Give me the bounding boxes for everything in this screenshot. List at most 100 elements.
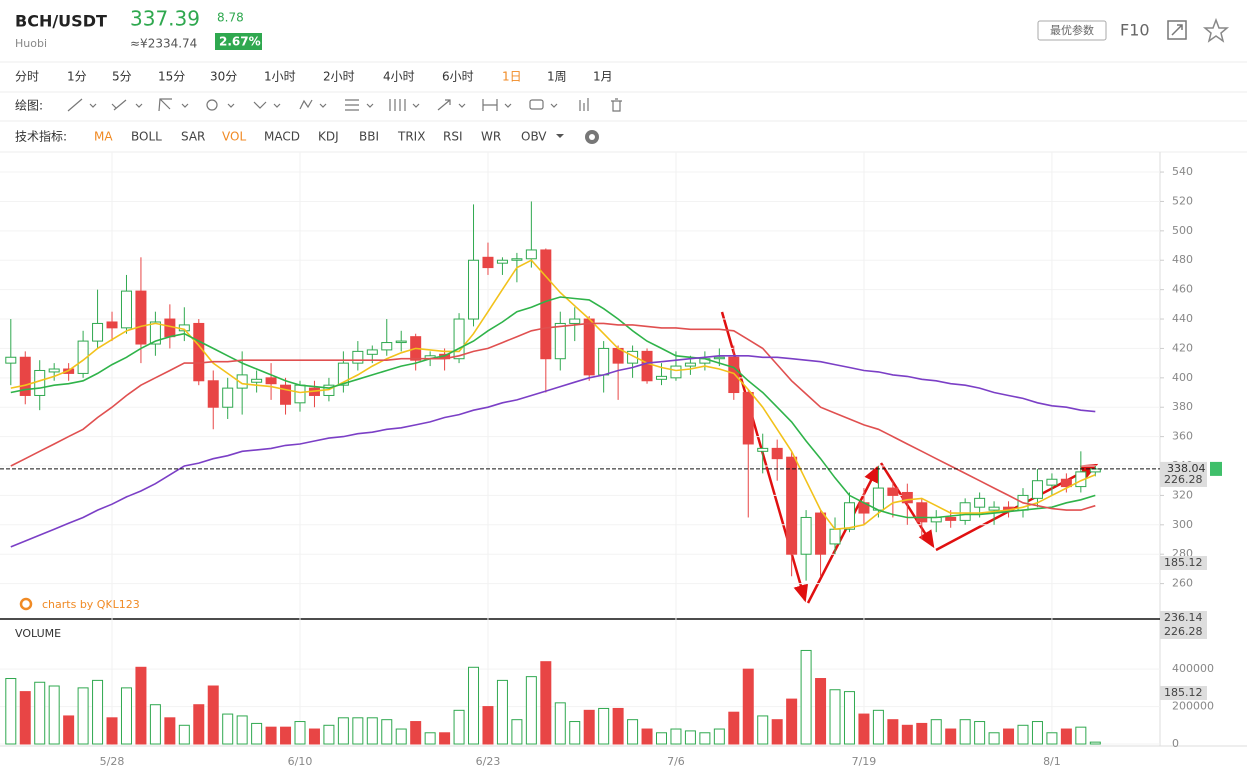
interval-tab[interactable]: 30分 bbox=[210, 70, 237, 84]
volume-bar bbox=[410, 721, 422, 745]
interval-tab[interactable]: 分时 bbox=[15, 70, 39, 84]
ma-line bbox=[10, 296, 1096, 519]
exchange: Huobi bbox=[15, 37, 47, 50]
volume-bar bbox=[554, 702, 566, 745]
volume-bar bbox=[207, 685, 219, 745]
indicator-tab[interactable]: BBI bbox=[359, 130, 379, 144]
indicator-tab[interactable]: MACD bbox=[264, 130, 300, 144]
indicator-tab[interactable]: WR bbox=[481, 130, 501, 144]
params-label[interactable]: 最优参数 bbox=[1050, 23, 1094, 37]
candle-body bbox=[583, 318, 595, 376]
indicator-tab[interactable]: OBV bbox=[521, 130, 547, 144]
watermark: charts by QKL123 bbox=[42, 598, 140, 611]
y-tick-label: 440 bbox=[1172, 312, 1193, 325]
candle-body bbox=[786, 456, 798, 555]
fullscreen-icon[interactable] bbox=[1167, 20, 1187, 40]
volume-bar bbox=[63, 715, 75, 745]
settings-icon[interactable] bbox=[585, 130, 599, 144]
more-caret[interactable] bbox=[556, 134, 564, 138]
candle-body bbox=[656, 375, 667, 380]
candle-body bbox=[742, 392, 754, 445]
interval-tab[interactable]: 5分 bbox=[112, 70, 132, 84]
candle-body bbox=[757, 447, 769, 452]
candle-body bbox=[959, 502, 971, 521]
volume-bar bbox=[106, 717, 118, 745]
volume-bar bbox=[5, 678, 17, 745]
candle-body bbox=[843, 502, 855, 530]
candle-body bbox=[627, 350, 639, 364]
indicator-tab[interactable]: SAR bbox=[181, 130, 205, 144]
volume-bar bbox=[265, 726, 277, 745]
candle-body bbox=[916, 502, 928, 523]
volume-bar bbox=[337, 717, 349, 745]
volume-bar bbox=[786, 698, 798, 745]
interval-tab[interactable]: 1日 bbox=[502, 70, 522, 84]
candle-body bbox=[482, 256, 494, 269]
volume-bar bbox=[308, 728, 320, 745]
y-tick-label: 500 bbox=[1172, 224, 1193, 237]
volume-bar bbox=[959, 719, 971, 745]
volume-bar bbox=[1089, 741, 1101, 745]
x-tick-label: 6/23 bbox=[476, 755, 501, 768]
draw-tools[interactable] bbox=[67, 98, 622, 112]
x-tick-label: 5/28 bbox=[100, 755, 125, 768]
interval-tab[interactable]: 1分 bbox=[67, 70, 87, 84]
volume-bar bbox=[222, 713, 234, 745]
interval-tab[interactable]: 15分 bbox=[158, 70, 185, 84]
x-tick-label: 7/19 bbox=[852, 755, 877, 768]
indicator-tab[interactable]: RSI bbox=[443, 130, 463, 144]
volume-bar bbox=[858, 713, 870, 745]
candle-body bbox=[713, 356, 725, 360]
candle-body bbox=[1046, 478, 1058, 486]
y-tick-label: 300 bbox=[1172, 518, 1193, 531]
y-tick-label: 320 bbox=[1172, 488, 1193, 501]
interval-tab[interactable]: 6小时 bbox=[442, 70, 474, 84]
volume-bar bbox=[381, 719, 393, 745]
candle-body bbox=[901, 491, 913, 504]
interval-tab[interactable]: 4小时 bbox=[383, 70, 415, 84]
volume-bar bbox=[612, 707, 624, 745]
candle-body bbox=[525, 249, 537, 260]
y-tick-label: 200000 bbox=[1172, 700, 1214, 713]
candle-body bbox=[135, 290, 147, 345]
volume-bar bbox=[280, 726, 292, 745]
interval-tab[interactable]: 1小时 bbox=[264, 70, 296, 84]
params-button[interactable] bbox=[1037, 20, 1107, 41]
chart-layer: 分时 1分 5分 15分 30分 1小时 2小时 4小时 6小时 1日 1周 1月 MA BOLL SAR V… bbox=[0, 70, 1222, 768]
y-tick-label: 360 bbox=[1172, 430, 1193, 443]
volume-bar bbox=[583, 709, 595, 745]
ma-line bbox=[10, 322, 1096, 511]
candle-body bbox=[728, 356, 740, 394]
candle-body bbox=[294, 384, 306, 404]
volume-bar bbox=[699, 732, 711, 745]
y-tick-label: 540 bbox=[1172, 165, 1193, 178]
volume-bar bbox=[482, 706, 494, 745]
change-badge bbox=[215, 33, 262, 50]
interval-tab[interactable]: 1周 bbox=[547, 70, 567, 84]
interval-tab[interactable]: 2小时 bbox=[323, 70, 355, 84]
volume-bar bbox=[77, 687, 89, 745]
symbol: BCH/USDT bbox=[15, 12, 107, 31]
candle-body bbox=[366, 349, 378, 355]
y-tick-label: 480 bbox=[1172, 253, 1193, 266]
y-tick-label: 420 bbox=[1172, 341, 1193, 354]
volume-bar bbox=[496, 679, 508, 745]
indicator-tab[interactable]: KDJ bbox=[318, 130, 339, 144]
indicator-tab[interactable]: TRIX bbox=[397, 130, 425, 144]
indicator-tab[interactable]: BOLL bbox=[131, 130, 162, 144]
candle-body bbox=[265, 377, 277, 385]
f10-button[interactable]: F10 bbox=[1120, 21, 1150, 40]
volume-bar bbox=[757, 715, 769, 745]
last-price-label: 338.04 bbox=[1167, 462, 1206, 475]
interval-tab[interactable]: 1月 bbox=[593, 70, 613, 84]
indicator-tab[interactable]: VOL bbox=[222, 130, 246, 144]
price-badge bbox=[1160, 625, 1207, 639]
volume-bar bbox=[1046, 732, 1058, 745]
volume-bar bbox=[1017, 724, 1029, 745]
price-badge-label: 226.28 bbox=[1164, 473, 1203, 486]
candle-body bbox=[19, 356, 31, 396]
y-tick-label: 260 bbox=[1172, 577, 1193, 590]
favorite-icon[interactable] bbox=[1202, 17, 1230, 43]
indicator-tab[interactable]: MA bbox=[94, 130, 113, 144]
candle-body bbox=[251, 378, 263, 383]
